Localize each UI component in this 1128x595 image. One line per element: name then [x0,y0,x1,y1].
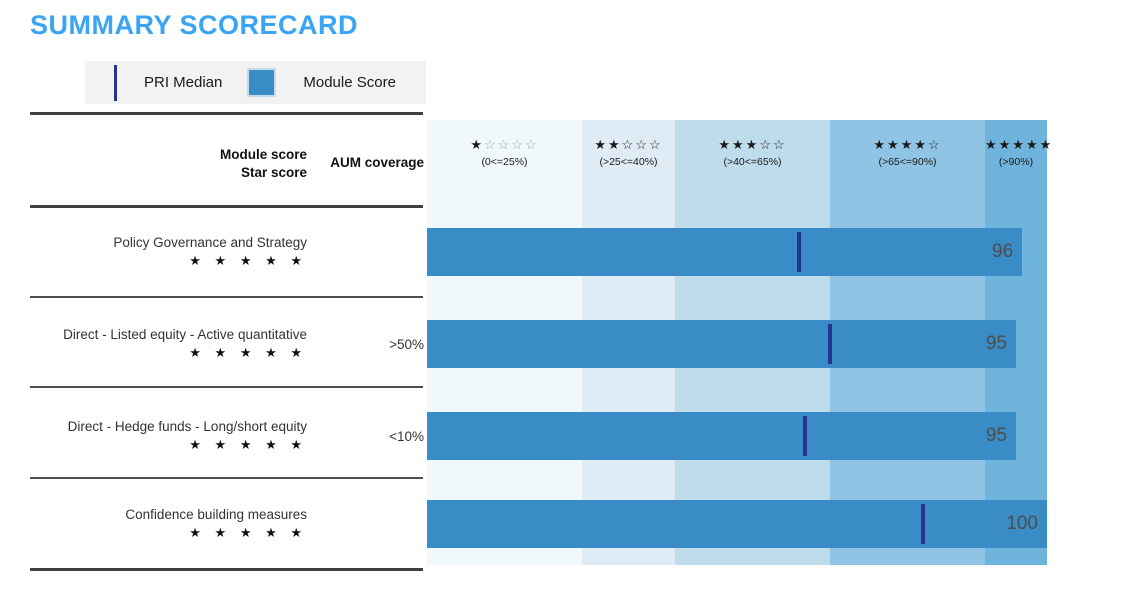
score-value: 100 [1006,513,1038,534]
aum-coverage-column-header: AUM coverage [330,155,424,170]
module-score-column-header: Module score Star score [30,146,307,182]
bar-track: 95 [427,412,1047,460]
score-bar: 100 [427,500,1047,548]
score-value: 95 [985,425,1007,446]
aum-coverage-value: <10% [389,428,424,444]
aum-coverage-value [315,228,424,276]
module-name: Confidence building measures [125,507,307,522]
score-bar: 95 [427,412,1016,460]
page-title: SUMMARY SCORECARD [30,10,359,40]
pri-median-line [921,504,925,544]
band-stars: ★★☆☆☆ [582,137,675,153]
module-score-legend-label: Module Score [303,74,396,91]
band-stars-filled: ★★★★★ [985,137,1054,152]
score-value: 96 [992,241,1014,262]
band-stars: ★★★★★ [985,137,1051,153]
band-stars: ★☆☆☆☆ [427,137,582,153]
band-stars-empty: ☆☆☆☆ [484,137,539,152]
module-name: Direct - Listed equity - Active quantita… [63,327,307,342]
divider-bottom [30,568,423,571]
bar-track: 96 [427,228,1047,276]
row-label: Confidence building measures ★ ★ ★ ★ ★ [30,500,307,548]
module-name: Direct - Hedge funds - Long/short equity [67,419,307,434]
divider-row-2 [30,386,423,388]
bar-track: 95 [427,320,1047,368]
star-score: ★ ★ ★ ★ ★ [189,345,307,360]
pri-median-legend-label: PRI Median [144,74,223,91]
pri-median-line [803,416,808,456]
band-range-label: (0<=25%) [481,156,528,168]
star-score-header-line2: Star score [240,165,307,180]
aum-coverage-value [315,500,424,548]
star-score: ★ ★ ★ ★ ★ [189,253,307,268]
star-score: ★ ★ ★ ★ ★ [189,437,307,452]
band-stars-filled: ★★★★ [873,137,928,152]
bar-track: 100 [427,500,1047,548]
band-stars-empty: ☆☆ [759,137,787,152]
pri-median-legend-swatch [114,64,117,101]
band-stars-filled: ★★ [594,137,622,152]
band-stars-empty: ☆ [927,137,942,152]
band-range-label: (>25<=40%) [599,156,658,168]
row-label: Direct - Hedge funds - Long/short equity… [30,412,307,460]
pri-median-line [828,324,832,364]
module-name: Policy Governance and Strategy [113,235,307,250]
band-range-label: (>40<=65%) [723,156,782,168]
pri-median-line [797,232,801,272]
band-stars: ★★★★☆ [830,137,985,153]
score-value: 95 [985,333,1007,354]
band-stars-filled: ★★★ [718,137,760,152]
band-range-label: (>65<=90%) [878,156,937,168]
row-label: Direct - Listed equity - Active quantita… [30,320,307,368]
band-stars: ★★★☆☆ [675,137,830,153]
legend: PRI Median Module Score [85,61,426,104]
score-bar: 96 [427,228,1023,276]
module-score-legend-swatch [247,68,277,97]
divider-row-1 [30,296,423,298]
divider-top [30,112,423,115]
score-bar: 95 [427,320,1016,368]
divider-row-3 [30,477,423,479]
band-range-label: (>90%) [998,156,1034,168]
aum-coverage-value: >50% [389,336,424,352]
band-stars-filled: ★ [470,137,485,152]
band-stars-empty: ☆☆☆ [621,137,663,152]
row-label: Policy Governance and Strategy ★ ★ ★ ★ ★ [30,228,307,276]
star-score: ★ ★ ★ ★ ★ [189,525,307,540]
module-score-header-line1: Module score [219,147,307,162]
divider-header [30,205,423,208]
